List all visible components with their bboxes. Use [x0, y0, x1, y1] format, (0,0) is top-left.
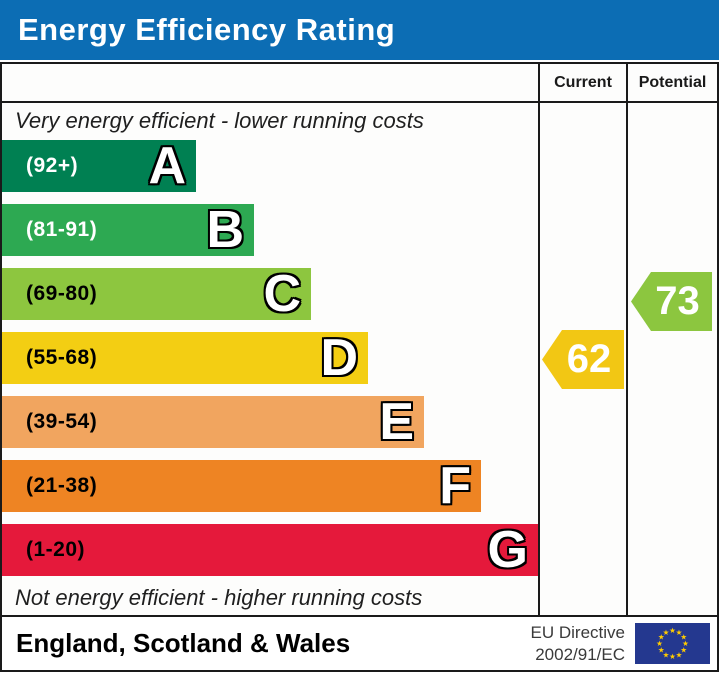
eu-directive-label: EU Directive 2002/91/EC — [531, 617, 625, 670]
eu-directive-line1: EU Directive — [530, 623, 625, 643]
band-a: (92+) A — [2, 140, 196, 192]
current-column-divider — [538, 64, 540, 617]
svg-text:★: ★ — [680, 633, 687, 642]
page-title: Energy Efficiency Rating — [18, 12, 396, 47]
potential-rating-arrow: 73 — [631, 272, 712, 331]
svg-text:★: ★ — [663, 628, 670, 637]
svg-text:★: ★ — [656, 639, 663, 648]
band-c: (69-80) C — [2, 268, 311, 320]
band-b: (81-91) B — [2, 204, 254, 256]
band-d: (55-68) D — [2, 332, 368, 384]
band-range: (69-80) — [26, 282, 98, 305]
footer: England, Scotland & Wales EU Directive 2… — [2, 617, 717, 670]
potential-column-divider — [626, 64, 628, 617]
bottom-caption: Not energy efficient - higher running co… — [15, 585, 423, 610]
band-range: (81-91) — [26, 218, 98, 241]
svg-text:★: ★ — [676, 628, 683, 637]
eu-directive-line2: 2002/91/EC — [535, 644, 625, 664]
band-range: (55-68) — [26, 346, 98, 369]
band-g: (1-20) G — [2, 524, 538, 576]
band-range: (92+) — [26, 154, 79, 177]
band-e: (39-54) E — [2, 396, 424, 448]
svg-text:★: ★ — [682, 639, 689, 648]
band-range: (1-20) — [26, 538, 86, 561]
band-f: (21-38) F — [2, 460, 481, 512]
svg-text:★: ★ — [663, 650, 670, 659]
title-bar: Energy Efficiency Rating — [0, 0, 719, 60]
band-range: (39-54) — [26, 410, 98, 433]
current-rating-arrow: 62 — [542, 330, 624, 389]
svg-text:★: ★ — [676, 650, 683, 659]
band-letter: C — [263, 265, 301, 323]
rating-value: 73 — [655, 279, 700, 323]
column-header-current: Current — [554, 73, 612, 91]
header-separator-line — [2, 101, 717, 103]
svg-text:★: ★ — [669, 652, 676, 661]
band-letter: B — [206, 201, 244, 259]
svg-text:★: ★ — [658, 633, 665, 642]
svg-text:★: ★ — [669, 626, 676, 635]
svg-text:★: ★ — [680, 646, 687, 655]
band-letter: G — [487, 521, 528, 579]
top-caption: Very energy efficient - lower running co… — [15, 108, 424, 133]
column-header-potential: Potential — [638, 73, 707, 91]
band-letter: F — [439, 457, 471, 515]
eu-flag-icon: ★ ★★★★★★★★★★★ — [635, 623, 710, 664]
svg-text:★: ★ — [658, 646, 665, 655]
band-letter: A — [148, 137, 186, 195]
band-letter: D — [320, 329, 358, 387]
footer-separator-line — [2, 615, 717, 617]
band-letter: E — [379, 393, 414, 451]
region-label: England, Scotland & Wales — [16, 628, 351, 658]
chart-frame: Current Potential Very energy efficient … — [0, 62, 719, 672]
band-range: (21-38) — [26, 474, 98, 497]
rating-value: 62 — [566, 337, 612, 381]
